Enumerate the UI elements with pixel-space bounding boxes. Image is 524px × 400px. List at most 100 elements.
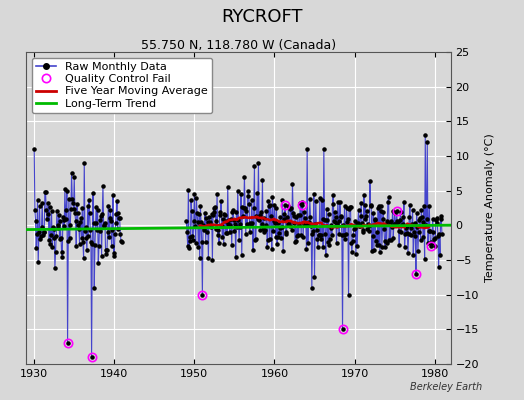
- Point: [61, 186, 69, 192]
- Point: [222, 230, 230, 236]
- Point: [239, 212, 247, 219]
- Point: [280, 211, 288, 217]
- Point: [286, 223, 294, 229]
- Point: [398, 222, 406, 229]
- Point: [92, 204, 101, 210]
- Point: [198, 292, 206, 298]
- Point: [224, 184, 232, 190]
- Point: [191, 223, 199, 230]
- Point: [281, 201, 289, 208]
- Point: [35, 229, 43, 235]
- Point: [304, 222, 313, 228]
- Point: [214, 232, 222, 239]
- Point: [402, 230, 411, 236]
- Point: [250, 163, 259, 170]
- Point: [381, 244, 389, 251]
- Point: [390, 220, 398, 227]
- Point: [345, 206, 353, 212]
- Point: [61, 216, 70, 222]
- Point: [318, 197, 326, 203]
- Point: [93, 227, 101, 234]
- Point: [68, 195, 77, 202]
- Point: [69, 206, 78, 212]
- Point: [290, 212, 298, 219]
- Point: [236, 221, 244, 228]
- Point: [254, 216, 262, 222]
- Point: [371, 217, 379, 224]
- Point: [426, 228, 434, 234]
- Point: [100, 222, 108, 229]
- Point: [232, 209, 241, 216]
- Point: [281, 228, 290, 235]
- Point: [202, 215, 211, 221]
- Point: [425, 203, 433, 209]
- Point: [395, 228, 403, 234]
- Point: [246, 220, 255, 226]
- Point: [424, 240, 432, 246]
- Point: [337, 232, 346, 238]
- Point: [383, 218, 391, 224]
- Point: [325, 235, 334, 242]
- Point: [294, 232, 303, 238]
- Point: [96, 228, 104, 234]
- Point: [293, 212, 302, 219]
- Point: [403, 250, 412, 256]
- Point: [110, 250, 118, 256]
- Point: [318, 216, 326, 222]
- Point: [111, 230, 119, 237]
- Point: [398, 213, 407, 220]
- Point: [269, 228, 277, 234]
- Point: [213, 191, 221, 197]
- Point: [235, 237, 243, 243]
- Point: [381, 221, 390, 227]
- Point: [78, 235, 86, 241]
- Point: [372, 237, 380, 244]
- Point: [57, 248, 66, 255]
- Point: [402, 224, 410, 231]
- Point: [311, 220, 319, 227]
- Point: [42, 216, 51, 223]
- Point: [278, 224, 286, 231]
- Point: [30, 146, 38, 152]
- Point: [422, 222, 430, 228]
- Point: [227, 242, 236, 248]
- Point: [34, 259, 42, 266]
- Point: [283, 221, 292, 227]
- Point: [56, 236, 64, 242]
- Point: [83, 247, 91, 253]
- Point: [68, 170, 76, 176]
- Point: [390, 210, 399, 216]
- Point: [53, 208, 61, 214]
- Point: [285, 219, 293, 225]
- Point: [254, 160, 263, 166]
- Point: [293, 233, 301, 239]
- Point: [298, 199, 307, 205]
- Point: [244, 193, 252, 199]
- Point: [319, 244, 328, 250]
- Point: [264, 236, 272, 243]
- Point: [312, 198, 320, 204]
- Point: [332, 240, 341, 246]
- Point: [259, 215, 268, 222]
- Point: [374, 242, 383, 248]
- Point: [428, 240, 436, 246]
- Point: [199, 222, 207, 228]
- Point: [302, 220, 310, 226]
- Point: [257, 209, 265, 216]
- Point: [437, 216, 445, 222]
- Point: [429, 216, 437, 222]
- Point: [46, 241, 54, 248]
- Point: [268, 194, 277, 200]
- Point: [240, 174, 248, 180]
- Point: [412, 271, 420, 277]
- Point: [59, 213, 67, 220]
- Point: [341, 235, 350, 242]
- Point: [396, 209, 405, 216]
- Point: [34, 197, 42, 203]
- Point: [343, 219, 352, 226]
- Point: [101, 219, 109, 226]
- Point: [73, 200, 81, 207]
- Point: [188, 233, 196, 240]
- Point: [204, 255, 213, 262]
- Point: [348, 238, 357, 244]
